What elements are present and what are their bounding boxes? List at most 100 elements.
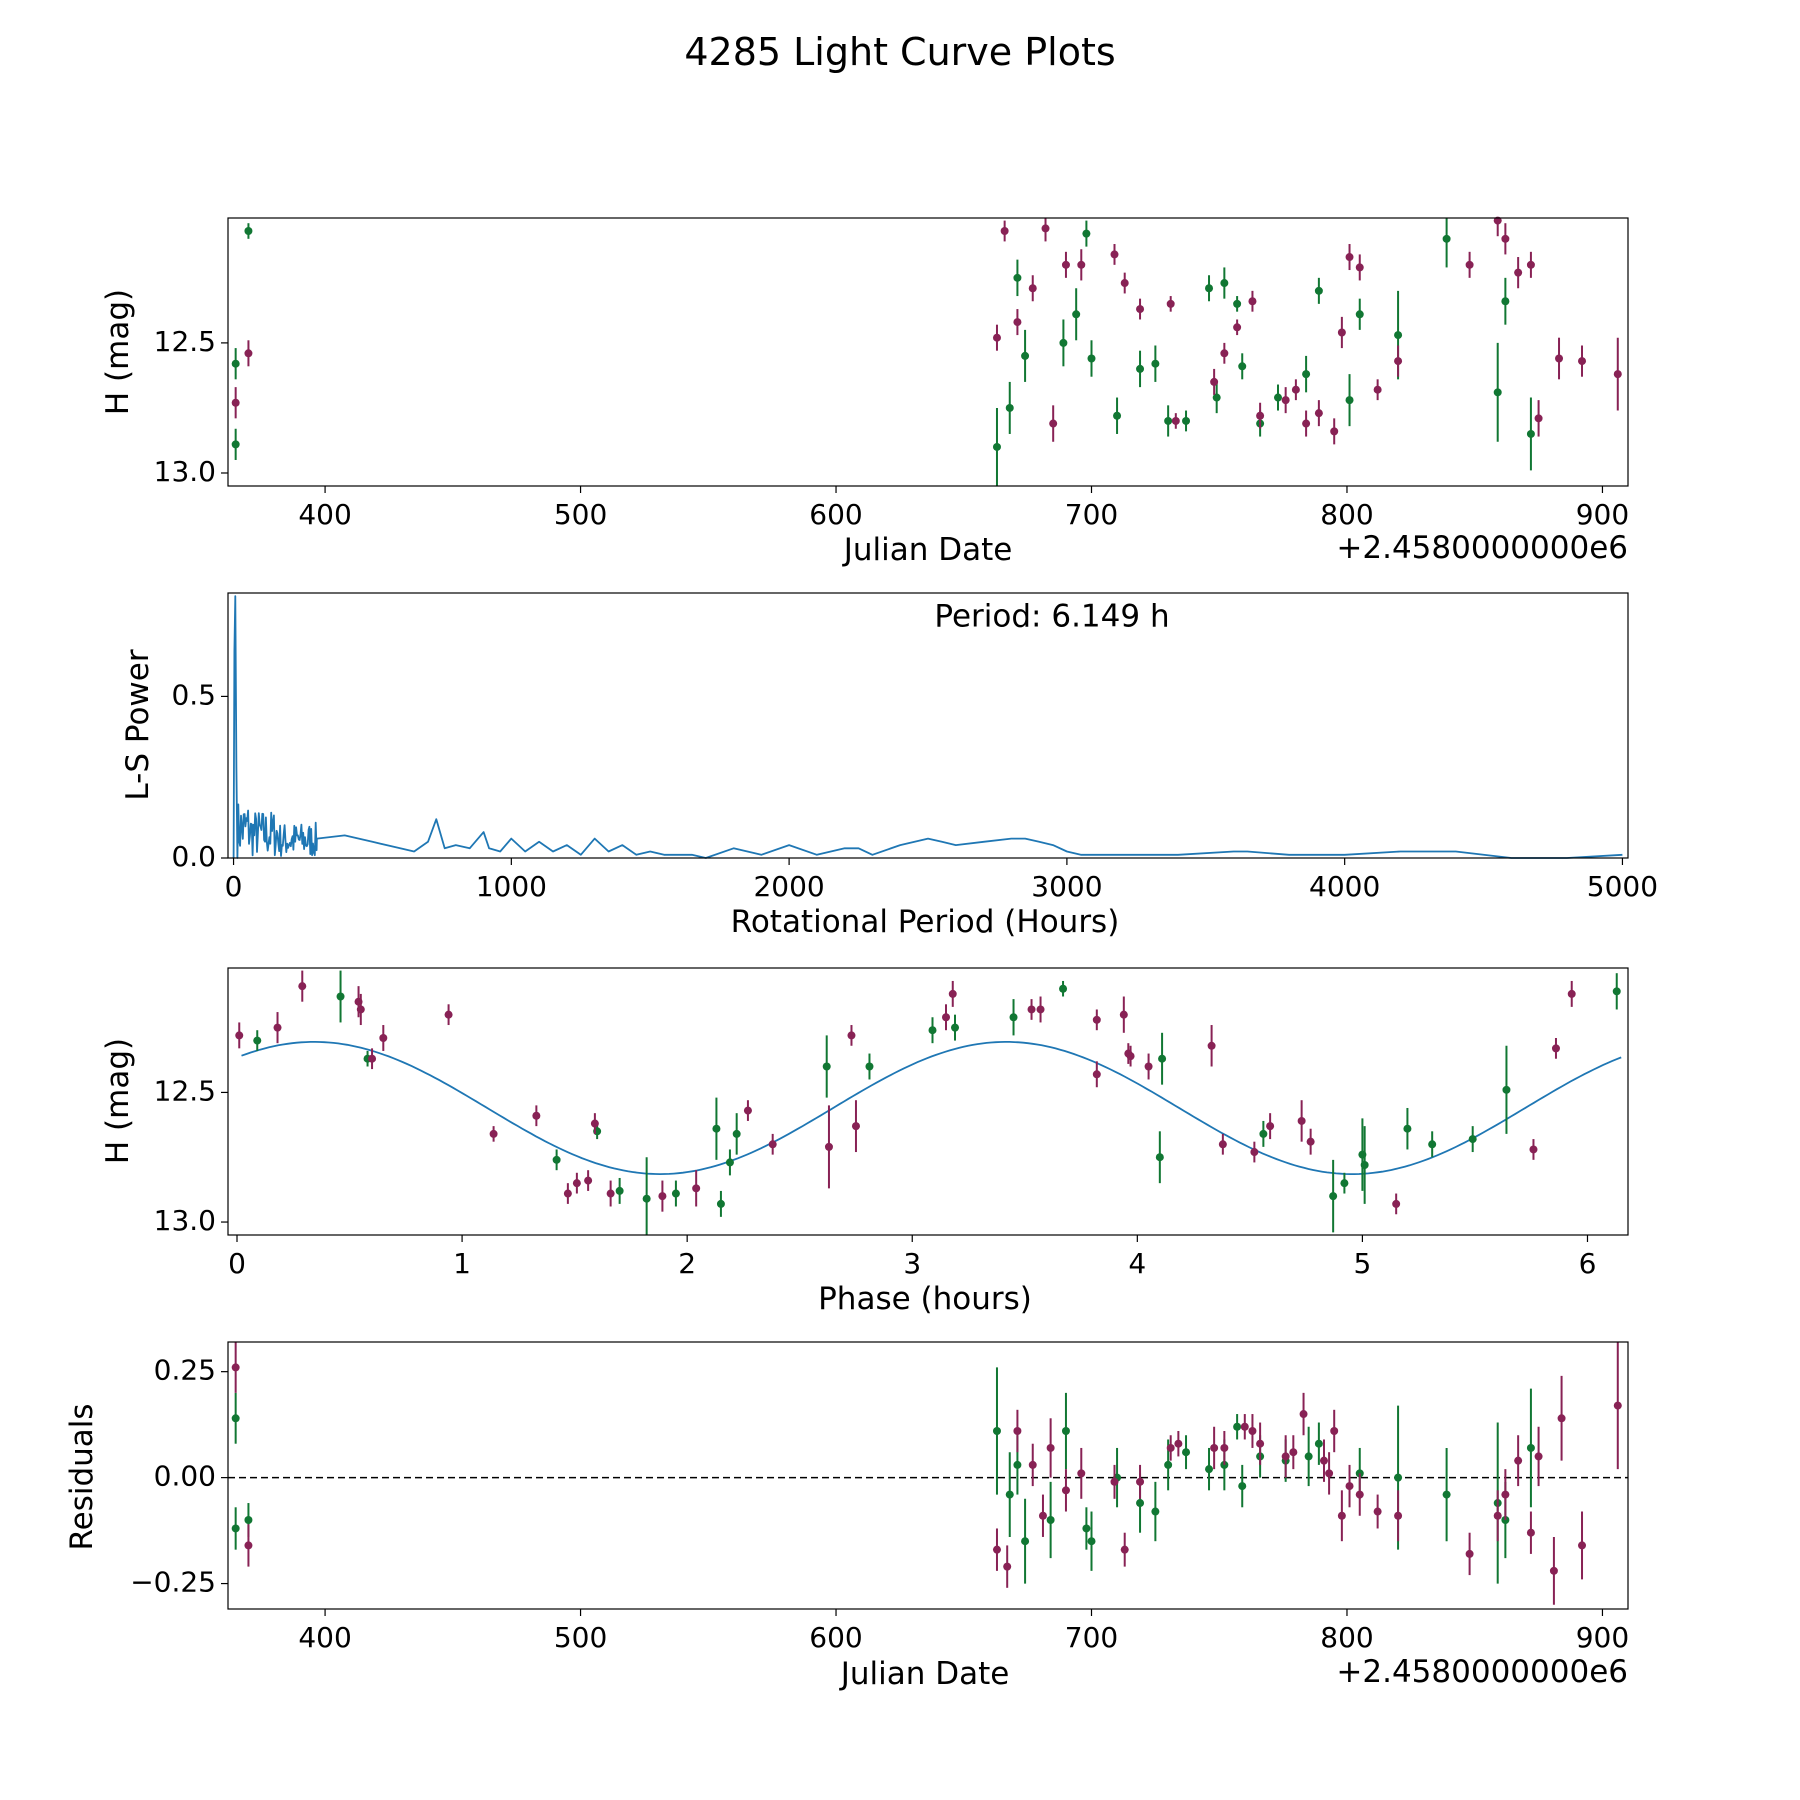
r-band-point (1027, 999, 1036, 1020)
r-band-point (1126, 1045, 1135, 1067)
r-band-point (235, 1022, 244, 1049)
y-axis-label: H (mag) (100, 1038, 136, 1164)
r-band-point (1345, 244, 1354, 271)
data-marker (1355, 310, 1364, 319)
x-tick-label: 800 (1320, 498, 1373, 531)
data-marker (1013, 273, 1022, 282)
data-marker (716, 1199, 725, 1208)
data-marker (1077, 1469, 1086, 1478)
g-band-point (642, 1157, 651, 1235)
data-marker (1082, 1524, 1091, 1533)
data-marker (822, 1062, 831, 1071)
g-band-point (822, 1035, 831, 1098)
data-marker (1534, 414, 1543, 423)
data-marker (1403, 1124, 1412, 1133)
data-marker (671, 1189, 680, 1198)
r-band-point (1465, 1532, 1474, 1576)
data-marker (1502, 1085, 1511, 1094)
r-band-point (1077, 249, 1086, 281)
data-marker (1013, 318, 1022, 327)
data-marker (1526, 260, 1535, 269)
data-marker (1164, 416, 1173, 425)
g-band-point (992, 1367, 1001, 1495)
r-band-point (1319, 1439, 1328, 1482)
r-band-point (1092, 1061, 1101, 1088)
g-band-point (336, 970, 345, 1023)
data-marker (1238, 362, 1247, 371)
r-band-point (1289, 1435, 1298, 1470)
data-marker (1330, 1427, 1339, 1435)
r-band-point (1465, 251, 1474, 278)
g-band-point (1082, 220, 1091, 247)
r-band-point (1501, 223, 1510, 255)
data-marker (1526, 429, 1535, 438)
data-marker (1373, 1507, 1382, 1516)
r-band-point (1281, 387, 1290, 414)
data-marker (244, 349, 253, 358)
x-tick-label: 400 (298, 498, 351, 531)
r-band-point (1557, 1375, 1566, 1461)
data-marker (1613, 1401, 1622, 1410)
g-band-point (1340, 1172, 1349, 1194)
r-band-point (1061, 251, 1070, 278)
r-band-point (824, 1105, 833, 1189)
data-marker (1306, 1137, 1315, 1146)
r-band-point (1578, 1511, 1587, 1580)
r-band-point (1166, 296, 1175, 312)
r-band-point (572, 1172, 581, 1194)
data-marker (942, 1013, 951, 1022)
g-band-point (1442, 218, 1451, 268)
panel-periodogram: 0 1000 2000 3000 4000 5000 0.0 0.5 Period: 6.14… (120, 592, 1658, 940)
data-marker (356, 1005, 365, 1014)
r-band-point (1526, 251, 1535, 278)
g-band-point (671, 1180, 680, 1207)
data-marker (1281, 1452, 1290, 1461)
r-band-point (1534, 400, 1543, 437)
data-marker (1514, 1456, 1523, 1465)
figure-title: 4285 Light Curve Plots (684, 30, 1115, 74)
data-marker (1059, 984, 1068, 993)
r-band-point (942, 1004, 951, 1031)
g-band-point (1182, 410, 1191, 432)
data-marker (1061, 260, 1070, 269)
data-marker (563, 1189, 572, 1198)
g-band-point (1274, 384, 1282, 411)
data-marker (1534, 1452, 1543, 1461)
g-band-point (951, 1014, 960, 1041)
data-marker (1345, 1482, 1354, 1491)
g-band-point (1136, 350, 1145, 388)
data-marker (1465, 1549, 1474, 1558)
data-marker (1291, 385, 1300, 394)
data-marker (1072, 310, 1081, 319)
data-marker (1250, 1148, 1259, 1157)
r-band-point (1038, 1494, 1047, 1537)
data-marker (1061, 1427, 1070, 1435)
r-band-point (606, 1180, 615, 1207)
panel-residuals: 400 500 600 700 800 900 0.25 0.00 −0.25 Julian D… (64, 1341, 1629, 1692)
data-marker (1120, 1545, 1129, 1554)
y-axis-label: H (mag) (100, 289, 136, 415)
y-tick-label: 0.25 (154, 1354, 216, 1387)
r-band-point (1049, 405, 1058, 442)
data-marker (992, 442, 1001, 451)
data-marker (1082, 229, 1091, 238)
r-band-point (1330, 1409, 1339, 1453)
r-band-point (992, 324, 1001, 351)
data-marker (1233, 1422, 1242, 1431)
data-marker (1205, 284, 1214, 293)
r-band-point (1041, 218, 1050, 242)
r-band-point (992, 1528, 1001, 1571)
x-tick-label: 5 (1353, 1247, 1371, 1280)
data-marker (1092, 1015, 1101, 1024)
data-marker (1158, 1054, 1167, 1063)
x-tick-label: 5000 (1587, 870, 1658, 903)
g-band-point (1403, 1107, 1412, 1150)
data-marker (1233, 299, 1242, 308)
plot-frame (227, 1341, 1629, 1610)
x-tick-label: 0 (228, 1247, 246, 1280)
r-band-point (1256, 402, 1265, 429)
r-band-point (1240, 1414, 1249, 1440)
x-axis-label: Julian Date (839, 1656, 1010, 1692)
data-marker (1119, 1010, 1128, 1019)
data-marker (1325, 1469, 1334, 1478)
